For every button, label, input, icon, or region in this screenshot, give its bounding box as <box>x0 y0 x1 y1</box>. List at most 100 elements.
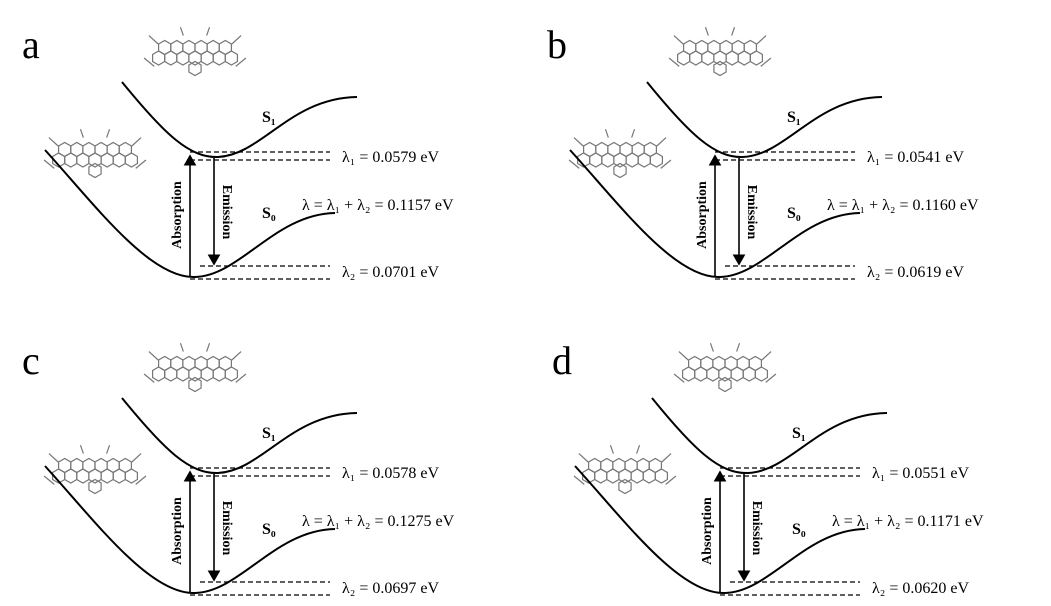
molecule-ring <box>713 357 725 371</box>
s0-label: S₀ <box>787 205 801 222</box>
molecule-ring <box>601 459 613 473</box>
molecule-ring <box>83 459 95 473</box>
lambda2-label: λ₂ = 0.0620 eV <box>872 580 969 597</box>
lambda-label: λ = λ₁ + λ₂ = 0.1160 eV <box>827 197 979 214</box>
molecule-bond <box>762 352 771 360</box>
molecule-bond <box>232 36 241 44</box>
molecule-ring <box>678 51 690 65</box>
lambda2-label: λ₂ = 0.0697 eV <box>342 580 439 597</box>
s0-label: S₀ <box>262 521 276 538</box>
emission-label: Emission <box>219 185 234 240</box>
emission-label: Emission <box>749 501 764 556</box>
molecule-bond <box>232 352 241 360</box>
emission-label: Emission <box>219 501 234 556</box>
molecule-ring <box>632 143 644 157</box>
s1-label: S₁ <box>787 109 801 126</box>
s1-curve <box>652 398 887 473</box>
s1-curve <box>122 398 357 473</box>
molecule-ring <box>650 153 662 167</box>
s1-label: S₁ <box>262 109 276 126</box>
molecule-bond <box>80 129 83 137</box>
lambda-label: λ = λ₁ + λ₂ = 0.1157 eV <box>302 197 454 214</box>
molecule-ring <box>153 367 165 381</box>
lambda-label: λ = λ₁ + λ₂ = 0.1171 eV <box>832 513 984 530</box>
lambda1-label: λ₁ = 0.0578 eV <box>342 465 439 482</box>
molecule-bond <box>49 138 58 146</box>
molecule-ring <box>195 41 207 55</box>
molecule-bond <box>657 138 666 146</box>
molecule-bond <box>574 138 583 146</box>
molecule-ring <box>696 41 708 55</box>
molecule-ring <box>189 378 201 392</box>
molecule-ring <box>625 459 637 473</box>
molecule-bond <box>149 352 158 360</box>
molecule-ring <box>719 378 731 392</box>
molecule-bond <box>207 27 210 35</box>
molecule-ring <box>83 143 95 157</box>
molecule-ring <box>95 143 107 157</box>
absorption-label: Absorption <box>170 181 185 249</box>
molecule-ring <box>195 357 207 371</box>
molecule-ring <box>608 143 620 157</box>
molecule-ring <box>125 469 137 483</box>
molecule-ring <box>225 367 237 381</box>
panel-label: d <box>552 338 572 383</box>
molecule-ring <box>683 367 695 381</box>
molecule-bond <box>80 445 83 453</box>
molecule-ring <box>207 41 219 55</box>
absorption-label: Absorption <box>700 497 715 565</box>
molecule-ring <box>207 357 219 371</box>
lambda2-label: λ₂ = 0.0619 eV <box>867 264 964 281</box>
molecule-bond <box>180 27 183 35</box>
molecule-bond <box>180 343 183 351</box>
s1-label: S₁ <box>262 425 276 442</box>
molecule-bond <box>662 454 671 462</box>
molecule-ring <box>655 469 667 483</box>
lambda1-label: λ₁ = 0.0551 eV <box>872 465 969 482</box>
molecule-ring <box>596 143 608 157</box>
lambda2-label: λ₂ = 0.0701 eV <box>342 264 439 281</box>
molecule-ring <box>620 143 632 157</box>
molecule-bond <box>705 27 708 35</box>
molecule-ring <box>183 41 195 55</box>
molecule-bond <box>149 36 158 44</box>
s1-label: S₁ <box>792 425 806 442</box>
molecule-bond <box>674 36 683 44</box>
absorption-label: Absorption <box>695 181 710 249</box>
molecule-bond <box>132 138 141 146</box>
molecule-ring <box>732 41 744 55</box>
molecule-bond <box>679 352 688 360</box>
molecule-bond <box>605 129 608 137</box>
figure: aAbsorptionEmissionS₁S₀λ₁ = 0.0579 eVλ =… <box>0 0 1051 601</box>
lambda-label: λ = λ₁ + λ₂ = 0.1275 eV <box>302 513 455 530</box>
s1-curve <box>647 82 882 157</box>
molecule-ring <box>171 41 183 55</box>
s1-curve <box>122 82 357 157</box>
molecule-bond <box>579 454 588 462</box>
molecule-ring <box>183 357 195 371</box>
lambda1-label: λ₁ = 0.0579 eV <box>342 149 439 166</box>
molecule-bond <box>107 445 110 453</box>
molecule-ring <box>107 459 119 473</box>
molecule-bond <box>737 343 740 351</box>
molecule-ring <box>153 51 165 65</box>
molecule-bond <box>107 129 110 137</box>
molecule-ring <box>71 143 83 157</box>
molecule-bond <box>132 454 141 462</box>
molecule-bond <box>49 454 58 462</box>
panel-label: c <box>22 338 40 383</box>
molecule-ring <box>737 357 749 371</box>
absorption-label: Absorption <box>170 497 185 565</box>
molecule-bond <box>207 343 210 351</box>
molecule-bond <box>710 343 713 351</box>
molecule-ring <box>755 367 767 381</box>
molecule-ring <box>171 357 183 371</box>
molecule-ring <box>125 153 137 167</box>
molecule-ring <box>708 41 720 55</box>
molecule-ring <box>725 357 737 371</box>
molecule-ring <box>189 62 201 76</box>
molecule-ring <box>89 164 101 178</box>
